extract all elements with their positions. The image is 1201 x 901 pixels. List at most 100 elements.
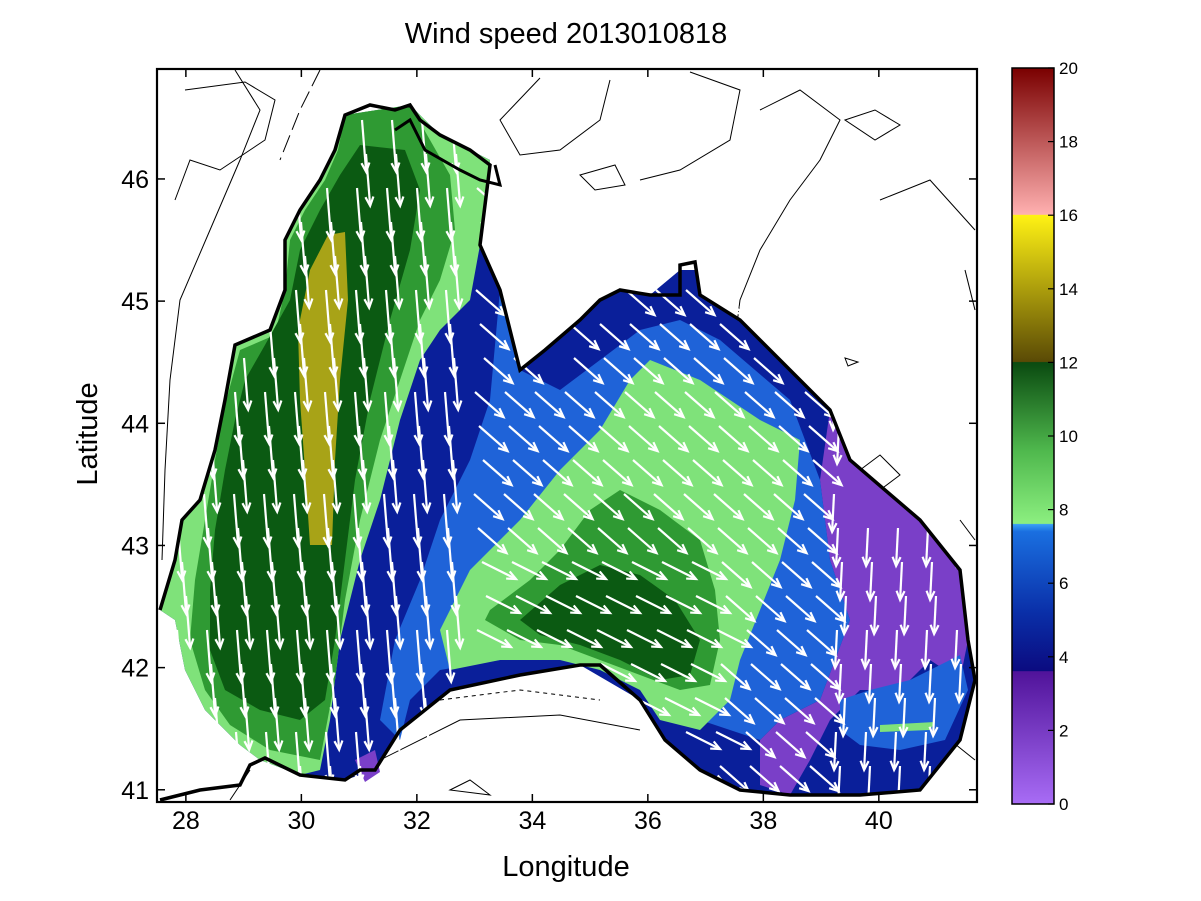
wind-arrow-head — [329, 264, 340, 277]
wind-arrow-head — [299, 706, 310, 719]
wind-arrow-shaft — [724, 697, 755, 724]
wind-arrow-head — [893, 794, 904, 802]
wind-arrow-shaft — [412, 493, 420, 546]
wind-arrow-shaft — [838, 663, 843, 703]
wind-arrow-shaft — [359, 221, 367, 274]
wind-arrow-shaft — [269, 663, 277, 716]
wind-arrow-head — [706, 543, 719, 555]
wind-arrow-head — [647, 441, 660, 453]
wind-arrow-head — [651, 475, 664, 487]
wind-arrow-head — [711, 638, 724, 649]
wind-arrow-head — [453, 298, 464, 311]
wind-arrow-head — [392, 400, 403, 413]
wind-arrow-head — [570, 604, 583, 615]
wind-arrow-head — [690, 604, 703, 615]
wind-arrow-head — [803, 713, 816, 725]
wind-arrow-shaft — [417, 425, 425, 478]
wind-arrow-shaft — [473, 493, 504, 520]
wind-arrow-head — [499, 237, 512, 249]
wind-arrow-shaft — [568, 425, 599, 452]
wind-arrow-head — [686, 570, 699, 581]
colorbar-tick-label: 0 — [1059, 795, 1068, 814]
wind-arrow-shaft — [688, 425, 719, 452]
wind-arrow-head — [389, 706, 400, 719]
wind-arrow-head — [865, 590, 876, 603]
colorbar-tick-label: 8 — [1059, 501, 1068, 520]
wind-arrow-head — [681, 638, 694, 649]
wind-arrow-shaft — [749, 765, 780, 792]
wind-arrow-shaft — [685, 731, 721, 750]
wind-arrow-shaft — [327, 425, 335, 478]
wind-arrow-shaft — [743, 493, 774, 520]
wind-arrow-head — [630, 604, 643, 615]
wind-arrow-head — [898, 726, 909, 739]
wind-arrow-shaft — [478, 425, 509, 452]
wind-arrow-head — [523, 407, 536, 419]
wind-arrow-shaft — [659, 323, 690, 350]
wind-arrow-shaft — [393, 697, 401, 750]
wind-arrow-shaft — [601, 561, 637, 580]
wind-arrow-head — [213, 740, 224, 753]
wind-arrow-shaft — [213, 697, 221, 750]
wind-arrow-shaft — [631, 561, 667, 580]
wind-arrow-head — [773, 713, 786, 725]
wind-arrow-shaft — [596, 629, 632, 648]
wind-arrow-head — [557, 441, 570, 453]
wind-arrow-head — [415, 230, 426, 243]
wind-arrow-shaft — [323, 391, 331, 444]
wind-arrow-shaft — [420, 561, 428, 614]
wind-arrow-shaft — [333, 255, 341, 308]
colorbar-ticks: 0 2 4 6 8 10 12 14 16 18 20 — [1048, 59, 1078, 814]
wind-arrow-head — [801, 475, 814, 487]
wind-arrow-shaft — [814, 697, 845, 724]
wind-arrow-shaft — [480, 221, 511, 248]
wind-arrow-shaft — [238, 765, 244, 802]
wind-arrow-head — [588, 339, 601, 351]
wind-arrow-shaft — [271, 459, 279, 512]
wind-arrow-shaft — [664, 697, 700, 716]
region-southeast-calm — [760, 410, 968, 795]
wind-arrow-head — [206, 570, 217, 583]
wind-arrow-shaft — [325, 629, 333, 682]
wind-arrow-shaft — [812, 459, 843, 486]
y-tick-label: 46 — [121, 166, 149, 194]
wind-arrow-head — [540, 604, 553, 615]
wind-arrow-head — [742, 373, 755, 385]
wind-arrow-head — [566, 570, 579, 581]
wind-arrow-head — [586, 543, 599, 555]
wind-arrow-head — [301, 502, 312, 515]
wind-arrow-head — [303, 740, 314, 753]
wind-arrow-head — [502, 373, 515, 385]
wind-arrow-head — [496, 543, 509, 555]
wind-arrow-head — [708, 339, 721, 351]
y-tick-label: 44 — [121, 410, 149, 438]
wind-arrow-shaft — [684, 391, 715, 418]
wind-arrow-shaft — [902, 697, 907, 737]
wind-arrow-shaft — [483, 357, 514, 384]
wind-arrow-shaft — [563, 493, 594, 520]
x-tick-label: 36 — [634, 807, 662, 835]
wind-arrow-shaft — [773, 493, 804, 520]
wind-arrow-shaft — [363, 255, 371, 308]
x-tick-label: 38 — [749, 807, 777, 835]
wind-arrow-head — [536, 570, 549, 581]
wind-arrow-shaft — [536, 629, 572, 648]
wind-arrow-head — [391, 502, 402, 515]
wind-arrow-shaft — [810, 663, 841, 690]
wind-arrow-head — [656, 570, 669, 581]
wind-arrow-shaft — [713, 493, 744, 520]
wind-arrow-shaft — [330, 561, 338, 614]
wind-arrow-head — [422, 400, 433, 413]
wind-arrow-head — [720, 604, 733, 615]
wind-arrow-shaft — [235, 629, 243, 682]
wind-arrow-head — [651, 638, 664, 649]
wind-arrow-head — [354, 332, 365, 345]
wind-arrow-shaft — [689, 323, 720, 350]
wind-arrow-head — [613, 407, 626, 419]
wind-arrow-shaft — [722, 459, 753, 486]
wind-arrow-shaft — [270, 561, 278, 614]
wind-arrow-shaft — [777, 527, 808, 554]
colorbar-tick-label: 14 — [1059, 280, 1078, 299]
wind-arrow-head — [797, 441, 810, 453]
wind-arrow-head — [394, 196, 405, 209]
